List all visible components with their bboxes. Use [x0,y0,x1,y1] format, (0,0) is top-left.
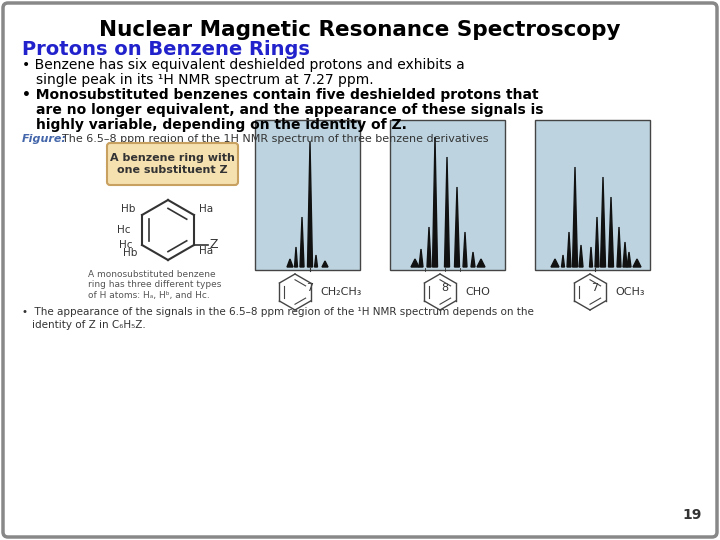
Polygon shape [315,255,318,267]
Text: CH₂CH₃: CH₂CH₃ [320,287,361,297]
Polygon shape [595,217,599,267]
Polygon shape [419,249,423,267]
Text: A monosubstituted benzene
ring has three different types
of H atoms: Hₐ, Hᵇ, and: A monosubstituted benzene ring has three… [89,270,222,300]
Text: Ha: Ha [199,204,213,214]
Polygon shape [623,242,627,267]
Text: identity of Z in C₆H₅Z.: identity of Z in C₆H₅Z. [32,320,145,330]
Text: single peak in its ¹H NMR spectrum at 7.27 ppm.: single peak in its ¹H NMR spectrum at 7.… [36,73,374,87]
Text: 8: 8 [441,283,449,293]
Text: Hc: Hc [120,240,132,250]
Text: • Benzene has six equivalent deshielded protons and exhibits a: • Benzene has six equivalent deshielded … [22,58,464,72]
Polygon shape [590,247,593,267]
Text: highly variable, depending on the identity of Z.: highly variable, depending on the identi… [36,118,407,132]
Polygon shape [427,227,431,267]
Text: Hb: Hb [123,248,138,258]
Polygon shape [463,232,467,267]
Polygon shape [307,142,312,267]
Polygon shape [477,259,485,267]
Text: 19: 19 [683,508,702,522]
Text: are no longer equivalent, and the appearance of these signals is: are no longer equivalent, and the appear… [36,103,544,117]
Bar [390,120,505,270]
Text: OCH₃: OCH₃ [615,287,644,297]
Polygon shape [633,259,641,267]
Text: The 6.5–8 ppm region of the 1H NMR spectrum of three benzene derivatives: The 6.5–8 ppm region of the 1H NMR spect… [62,134,488,144]
Text: Ha: Ha [199,246,213,256]
Text: 7: 7 [307,283,314,293]
Polygon shape [608,197,613,267]
Polygon shape [471,252,475,267]
Text: Nuclear Magnetic Resonance Spectroscopy: Nuclear Magnetic Resonance Spectroscopy [99,20,621,40]
Polygon shape [454,187,459,267]
Text: CHO: CHO [465,287,490,297]
Text: A benzene ring with
one substituent Z: A benzene ring with one substituent Z [110,153,235,175]
Polygon shape [300,217,304,267]
Polygon shape [411,259,419,267]
FancyBboxPatch shape [3,3,717,537]
Polygon shape [627,252,631,267]
Polygon shape [287,259,293,267]
Text: Protons on Benzene Rings: Protons on Benzene Rings [22,40,310,59]
Bar [535,120,650,270]
Polygon shape [551,259,559,267]
Text: • Monosubstituted benzenes contain five deshielded protons that: • Monosubstituted benzenes contain five … [22,88,539,102]
Polygon shape [433,137,438,267]
Polygon shape [322,261,328,267]
Polygon shape [444,157,449,267]
Polygon shape [294,247,297,267]
Bar [255,120,360,270]
Text: •  The appearance of the signals in the 6.5–8 ppm region of the ¹H NMR spectrum : • The appearance of the signals in the 6… [22,307,534,317]
Polygon shape [600,177,606,267]
Text: Hb: Hb [121,204,135,214]
Polygon shape [567,232,571,267]
FancyBboxPatch shape [107,143,238,185]
Text: Figure:: Figure: [22,134,67,144]
Polygon shape [562,255,564,267]
Polygon shape [617,227,621,267]
Text: Hc: Hc [117,225,131,235]
Text: Z: Z [210,239,218,252]
Text: 7: 7 [591,283,598,293]
Polygon shape [572,167,577,267]
Polygon shape [579,245,583,267]
